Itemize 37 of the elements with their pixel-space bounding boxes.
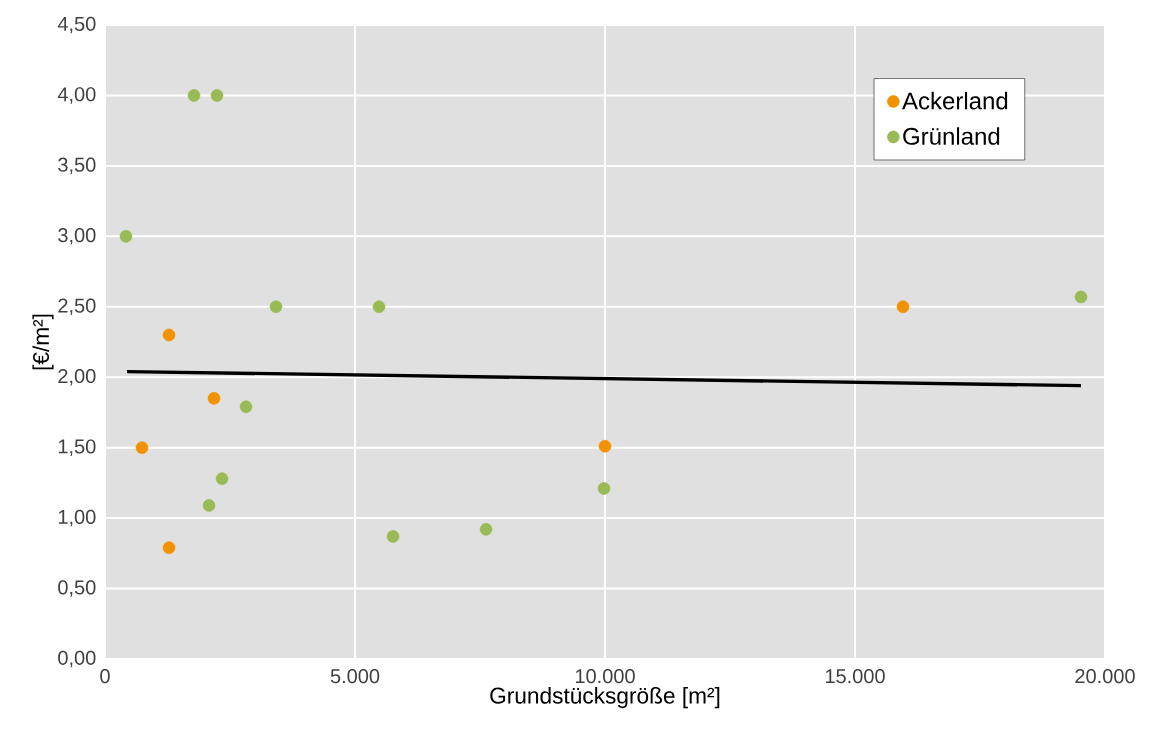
point — [239, 400, 253, 414]
y-tick-label: 0,00 — [58, 650, 96, 668]
point — [1074, 290, 1088, 304]
point — [202, 499, 216, 512]
point — [598, 439, 612, 453]
y-tick-label: 4,50 — [57, 16, 96, 34]
point — [372, 300, 386, 314]
x-axis-title: Grundstücksgröße [m²] — [490, 687, 720, 709]
x-tick-label: 20.000 — [1075, 669, 1135, 684]
y-tick-label: 4,00 — [57, 87, 96, 104]
y-axis-title: [€/m²] — [32, 314, 54, 370]
point — [896, 300, 910, 314]
y-tick-label: 1,00 — [58, 509, 96, 527]
y-tick-label: 3,00 — [58, 228, 96, 245]
y-tick-label: 2,50 — [58, 298, 96, 316]
point — [119, 230, 133, 243]
point — [162, 328, 176, 342]
point — [187, 89, 201, 102]
x-tick-label: 5.000 — [330, 669, 380, 684]
y-tick-label: 1,50 — [58, 439, 96, 456]
x-tick-label: 10.000 — [575, 669, 635, 684]
y-tick-label: 2,00 — [58, 368, 96, 386]
x-tick-label: 15.000 — [825, 669, 885, 684]
y-tick-label: 0,50 — [58, 580, 96, 597]
point — [210, 89, 224, 102]
point — [269, 300, 283, 314]
point — [215, 472, 229, 485]
point — [597, 482, 611, 495]
legend-label: Grünland — [903, 127, 1000, 145]
point — [162, 541, 176, 554]
y-tick-label: 3,50 — [58, 157, 96, 175]
point — [135, 441, 149, 454]
x-tick-label: 0 — [100, 669, 110, 684]
point — [386, 530, 400, 543]
point — [207, 392, 221, 405]
point — [479, 523, 493, 536]
legend-label: Ackerland — [902, 91, 1008, 110]
